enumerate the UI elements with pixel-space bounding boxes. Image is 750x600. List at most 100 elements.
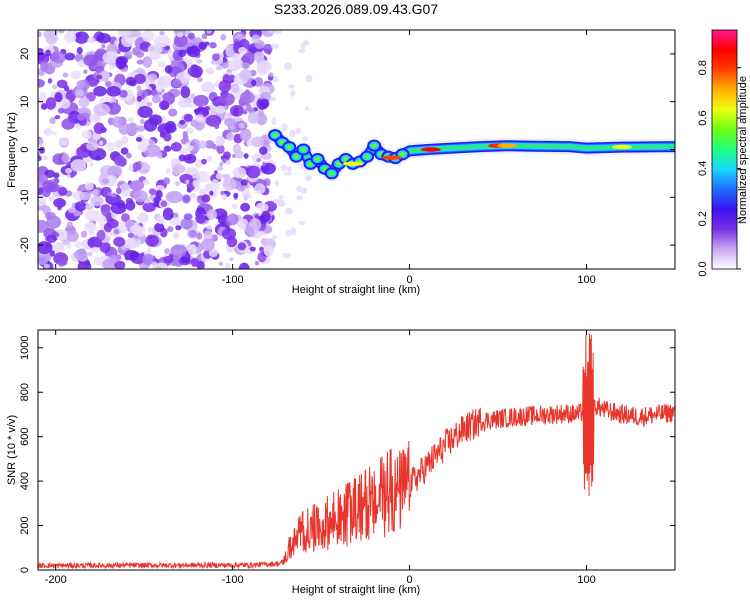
y-tick-label: 20 [19, 48, 31, 60]
noise-blob [233, 59, 244, 69]
noise-blob [53, 198, 67, 208]
noise-blob [102, 178, 110, 185]
noise-blob [197, 140, 208, 149]
noise-blob [47, 78, 53, 84]
noise-blob [137, 142, 148, 153]
noise-blob [206, 209, 218, 221]
noise-blob [260, 203, 269, 212]
noise-blob [227, 213, 239, 226]
noise-blob [160, 200, 168, 207]
noise-blob [211, 234, 218, 242]
noise-region [38, 30, 313, 269]
noise-blob [246, 165, 261, 179]
noise-blob [120, 213, 130, 223]
noise-blob [224, 262, 231, 269]
noise-blob [220, 213, 229, 223]
noise-blob [126, 50, 133, 57]
noise-blob [191, 68, 203, 79]
noise-blob [222, 177, 237, 191]
noise-blob [165, 168, 171, 174]
noise-blob [148, 50, 161, 60]
noise-blob [274, 180, 279, 186]
noise-blob [271, 43, 280, 50]
x-tick-label: -100 [222, 574, 244, 586]
noise-blob [96, 33, 111, 44]
spectrogram-x-label: Height of straight line (km) [292, 284, 420, 296]
noise-blob [289, 129, 296, 138]
noise-blob [152, 201, 161, 207]
noise-blob [243, 153, 249, 159]
noise-blob [52, 131, 57, 136]
noise-blob [56, 79, 68, 89]
noise-blob [52, 84, 57, 90]
noise-blob [106, 192, 112, 197]
spectrogram-y-label: Frequency (Hz) [6, 112, 18, 188]
noise-blob [178, 49, 187, 57]
noise-blob [111, 193, 117, 198]
noise-blob [183, 213, 193, 220]
noise-blob [40, 61, 49, 72]
noise-blob [217, 166, 224, 171]
snr-frame [37, 329, 676, 571]
noise-blob [196, 77, 204, 83]
noise-blob [195, 170, 211, 183]
noise-blob [139, 118, 145, 125]
snr-y-label: SNR (10 * v/v) [6, 415, 18, 485]
noise-blob [182, 134, 189, 140]
noise-blob [135, 136, 143, 143]
noise-blob [61, 118, 75, 130]
noise-blob [278, 195, 284, 200]
noise-blob [242, 52, 255, 66]
noise-blob [80, 230, 88, 238]
noise-blob [240, 202, 251, 212]
noise-blob [304, 175, 313, 181]
noise-blob [196, 232, 203, 240]
noise-blob [89, 162, 94, 167]
noise-blob [243, 110, 248, 115]
y-tick-label: 0 [19, 567, 31, 573]
snr-x-label: Height of straight line (km) [292, 584, 420, 596]
noise-blob [43, 30, 53, 39]
noise-blob [76, 80, 85, 90]
noise-blob [288, 84, 295, 89]
x-tick-label: 0 [407, 274, 413, 286]
ridge-blob [322, 166, 328, 171]
noise-blob [88, 147, 107, 161]
noise-blob [168, 108, 178, 117]
noise-blob [83, 54, 99, 67]
noise-blob [166, 226, 174, 233]
noise-blob [180, 86, 191, 99]
noise-blob [187, 32, 195, 40]
noise-blob [75, 89, 84, 97]
noise-blob [77, 113, 86, 121]
noise-blob [45, 97, 57, 110]
noise-blob [143, 144, 162, 158]
noise-blob [123, 238, 138, 249]
noise-blob [38, 181, 42, 189]
noise-blob [100, 204, 111, 217]
noise-blob [274, 30, 282, 35]
noise-blob [188, 230, 198, 238]
noise-blob [164, 65, 173, 74]
noise-blob [105, 142, 116, 152]
noise-blob [222, 173, 231, 180]
noise-blob [87, 37, 96, 44]
noise-blob [38, 194, 47, 207]
noise-blob [85, 203, 94, 210]
noise-blob [239, 128, 252, 142]
noise-blob [66, 243, 72, 250]
noise-blob [142, 253, 154, 266]
ridge-hotspot [420, 147, 441, 152]
noise-blob [273, 199, 281, 204]
ridge-hotspot [611, 144, 632, 150]
y-tick-label: 0 [19, 146, 31, 152]
noise-blob [86, 251, 93, 256]
noise-blob [250, 136, 265, 148]
noise-blob [101, 44, 106, 49]
noise-blob [304, 106, 309, 111]
noise-blob [126, 152, 132, 159]
noise-blob [124, 249, 139, 261]
noise-blob [187, 244, 197, 256]
noise-blob [238, 46, 247, 54]
noise-blob [179, 173, 193, 184]
